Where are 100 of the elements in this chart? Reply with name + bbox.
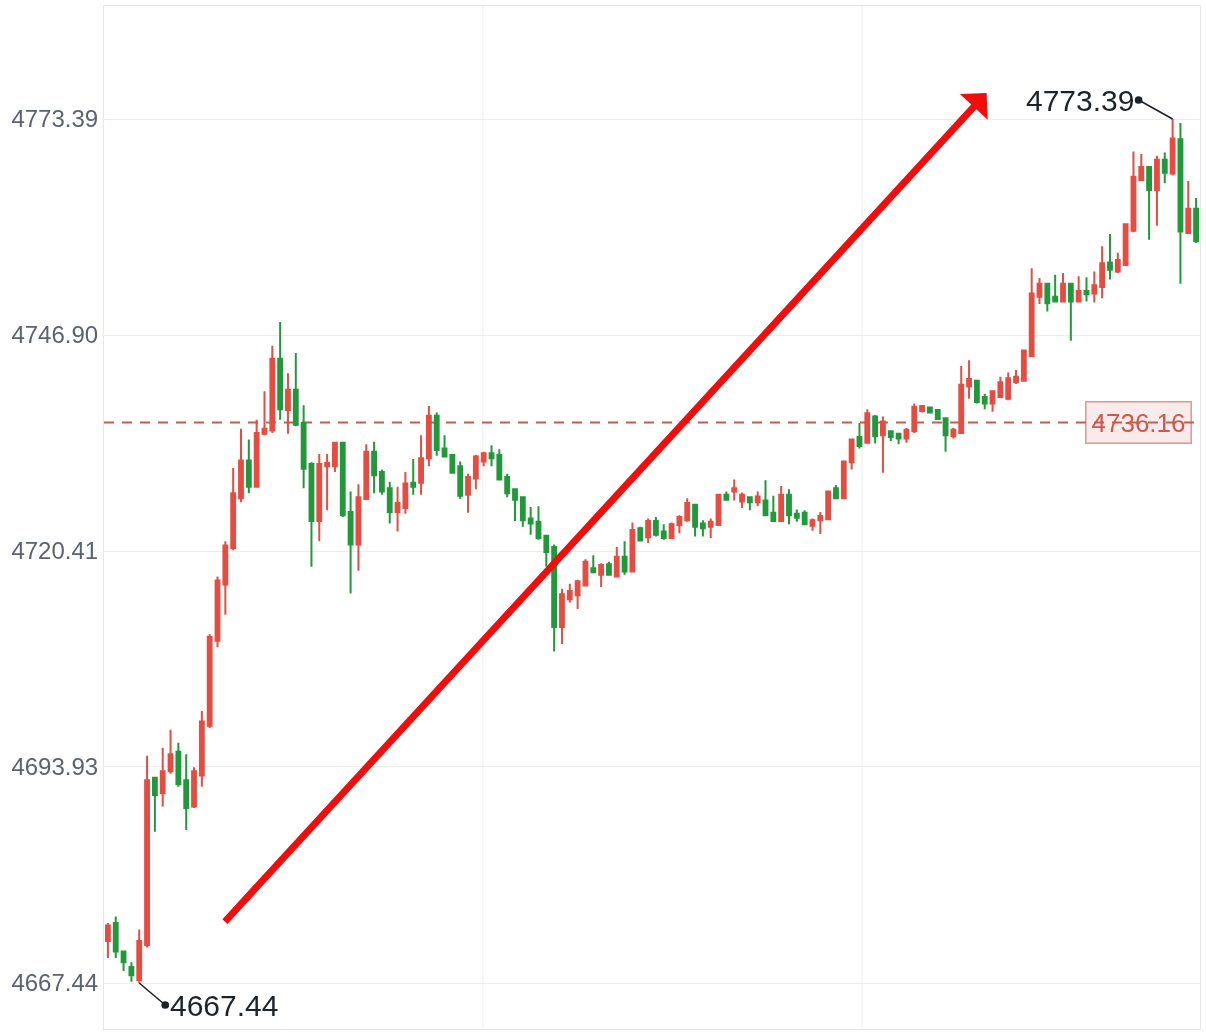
candlestick	[386, 480, 393, 525]
candlestick	[645, 517, 651, 544]
candlestick	[355, 483, 362, 572]
annotation: 4667.44	[170, 989, 279, 1022]
candlestick	[1036, 276, 1043, 306]
candlestick	[136, 928, 143, 985]
candlestick	[410, 457, 417, 496]
candlestick	[269, 344, 276, 434]
y-tick-label: 4693.93	[11, 753, 99, 781]
ref-line-label: 4736.16	[1091, 407, 1186, 438]
candlestick	[590, 554, 597, 575]
candlestick	[449, 453, 456, 475]
candlestick	[1154, 154, 1160, 227]
candlestick	[1122, 223, 1129, 267]
candlestick	[1177, 122, 1184, 285]
candlestick	[598, 562, 605, 589]
y-tick-label: 4773.39	[11, 105, 99, 133]
candlestick	[981, 392, 988, 411]
candlestick	[1052, 273, 1059, 304]
candlestick	[1099, 245, 1106, 300]
candlestick	[230, 466, 237, 552]
candlestick	[1138, 153, 1145, 182]
candlestick	[1005, 371, 1012, 402]
candlestick	[746, 496, 753, 512]
y-tick-label: 4667.44	[11, 969, 99, 997]
candlestick	[394, 485, 401, 533]
candlestick	[762, 479, 769, 518]
candlestick	[1193, 197, 1199, 244]
candlestick	[292, 351, 299, 428]
candlestick	[919, 404, 925, 414]
candlestick	[1075, 275, 1082, 303]
candlestick	[300, 404, 307, 490]
candlestick	[183, 753, 190, 832]
candlestick	[433, 411, 440, 457]
candlestick	[316, 453, 323, 543]
candlestick	[739, 491, 745, 509]
candlestick	[754, 490, 761, 508]
candlestick	[504, 472, 511, 499]
candlestick	[997, 375, 1004, 399]
candlestick	[1044, 282, 1051, 313]
candlestick	[128, 961, 135, 983]
candlestick	[613, 546, 620, 578]
candlestick	[927, 406, 933, 415]
candlestick	[1161, 151, 1168, 185]
candlestick	[566, 582, 573, 604]
candlestick	[253, 418, 260, 488]
candlestick	[825, 489, 832, 522]
candlestick	[512, 487, 518, 522]
candlestick	[606, 560, 612, 577]
candlestick	[723, 490, 730, 502]
candlestick	[880, 415, 886, 474]
candlestick	[911, 402, 918, 434]
candlestick	[543, 534, 550, 568]
y-tick-label: 4720.41	[11, 537, 99, 565]
candlestick	[1083, 276, 1090, 303]
candlestick	[817, 511, 824, 536]
candlestick	[159, 746, 166, 808]
candlestick	[903, 427, 910, 444]
candlestick	[222, 540, 229, 616]
candlestick	[973, 379, 980, 405]
candlestick	[942, 417, 949, 453]
candlestick	[1146, 166, 1153, 241]
candlestick	[363, 443, 370, 500]
candlestick	[989, 389, 996, 413]
candlestick	[692, 502, 698, 538]
candlestick	[519, 495, 526, 528]
candlestick	[105, 921, 111, 960]
annotation: 4773.39	[1026, 84, 1135, 117]
candlestick	[966, 359, 972, 400]
candlestick	[848, 437, 855, 471]
candlestick	[151, 776, 158, 833]
candlestick	[379, 468, 385, 496]
candlestick	[950, 427, 957, 440]
candlestick	[285, 372, 291, 435]
candlestick	[676, 514, 683, 535]
candlestick	[347, 490, 354, 595]
candlestick	[1169, 118, 1176, 177]
candlestick	[660, 523, 667, 541]
candlestick	[339, 441, 346, 518]
candlestick	[934, 409, 941, 421]
candlestick	[1114, 251, 1121, 275]
candlestick	[653, 515, 659, 538]
candlestick	[1060, 272, 1066, 303]
candlestick	[191, 766, 197, 810]
candlestick	[958, 365, 965, 434]
candlestick	[801, 509, 808, 527]
candlestick	[856, 422, 863, 450]
candlestick	[425, 404, 432, 468]
candlestick	[1067, 282, 1074, 342]
candlestick	[465, 472, 471, 514]
candlestick	[527, 506, 534, 536]
candlestick	[238, 427, 244, 504]
candlestick	[786, 488, 792, 526]
candlestick	[120, 950, 127, 973]
candlestick	[206, 633, 213, 730]
candlestick	[887, 430, 894, 443]
candlestick	[144, 754, 150, 949]
candlestick	[332, 440, 338, 474]
candlestick	[261, 390, 268, 437]
candlestick	[833, 484, 839, 500]
